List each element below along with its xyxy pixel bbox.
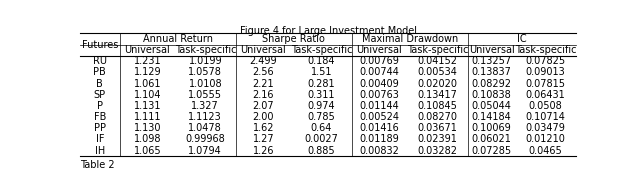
Text: 0.02020: 0.02020: [417, 79, 458, 89]
Text: 0.13417: 0.13417: [417, 90, 458, 100]
Text: 1.26: 1.26: [253, 146, 274, 156]
Text: 1.131: 1.131: [134, 101, 161, 111]
Text: 1.098: 1.098: [134, 134, 161, 144]
Text: 1.0555: 1.0555: [188, 90, 222, 100]
Text: 1.1123: 1.1123: [188, 112, 222, 122]
Text: 0.10838: 0.10838: [472, 90, 511, 100]
Text: Universal: Universal: [356, 45, 403, 55]
Text: 2.56: 2.56: [253, 67, 274, 77]
Text: Task-specific: Task-specific: [515, 45, 577, 55]
Text: 1.51: 1.51: [310, 67, 332, 77]
Text: 0.06021: 0.06021: [472, 134, 511, 144]
Text: 0.00763: 0.00763: [360, 90, 399, 100]
Text: 1.111: 1.111: [134, 112, 161, 122]
Text: Task-specific: Task-specific: [291, 45, 352, 55]
Text: 0.10069: 0.10069: [472, 123, 511, 133]
Text: IF: IF: [95, 134, 104, 144]
Text: Sharpe Ratio: Sharpe Ratio: [262, 34, 325, 44]
Text: 0.00524: 0.00524: [360, 112, 399, 122]
Text: RU: RU: [93, 56, 107, 66]
Text: 1.130: 1.130: [134, 123, 161, 133]
Text: 1.0578: 1.0578: [188, 67, 222, 77]
Text: 0.281: 0.281: [308, 79, 335, 89]
Text: 0.13257: 0.13257: [472, 56, 511, 66]
Text: 1.0794: 1.0794: [188, 146, 222, 156]
Text: 0.07825: 0.07825: [525, 56, 566, 66]
Text: 0.03671: 0.03671: [417, 123, 458, 133]
Text: 0.0465: 0.0465: [529, 146, 563, 156]
Text: 0.08270: 0.08270: [417, 112, 458, 122]
Text: Task-specific: Task-specific: [407, 45, 468, 55]
Text: PB: PB: [93, 67, 106, 77]
Text: 2.00: 2.00: [253, 112, 274, 122]
Text: Universal: Universal: [241, 45, 286, 55]
Text: 0.01210: 0.01210: [525, 134, 566, 144]
Text: Universal: Universal: [124, 45, 170, 55]
Text: Task-specific: Task-specific: [175, 45, 236, 55]
Text: 0.10845: 0.10845: [417, 101, 458, 111]
Text: 0.0508: 0.0508: [529, 101, 563, 111]
Text: 0.01416: 0.01416: [360, 123, 399, 133]
Text: 1.27: 1.27: [253, 134, 274, 144]
Text: SP: SP: [93, 90, 106, 100]
Text: B: B: [97, 79, 103, 89]
Text: 1.0108: 1.0108: [189, 79, 222, 89]
Text: 1.62: 1.62: [253, 123, 274, 133]
Text: 2.21: 2.21: [253, 79, 274, 89]
Text: 1.231: 1.231: [134, 56, 161, 66]
Text: 1.065: 1.065: [134, 146, 161, 156]
Text: 0.64: 0.64: [310, 123, 332, 133]
Text: 0.05044: 0.05044: [472, 101, 511, 111]
Text: 0.885: 0.885: [308, 146, 335, 156]
Text: 1.0199: 1.0199: [189, 56, 222, 66]
Text: Table 2: Table 2: [80, 160, 115, 170]
Text: 0.06431: 0.06431: [526, 90, 566, 100]
Text: 0.00409: 0.00409: [360, 79, 399, 89]
Text: 0.10714: 0.10714: [525, 112, 566, 122]
Text: 1.061: 1.061: [134, 79, 161, 89]
Text: 0.09013: 0.09013: [526, 67, 566, 77]
Text: 0.04152: 0.04152: [417, 56, 458, 66]
Text: 0.07815: 0.07815: [525, 79, 566, 89]
Text: 2.499: 2.499: [250, 56, 277, 66]
Text: 0.07285: 0.07285: [472, 146, 511, 156]
Text: 0.00744: 0.00744: [360, 67, 399, 77]
Text: 0.311: 0.311: [308, 90, 335, 100]
Text: 1.327: 1.327: [191, 101, 219, 111]
Text: 0.13837: 0.13837: [472, 67, 511, 77]
Text: Futures: Futures: [81, 40, 118, 50]
Text: 0.00769: 0.00769: [360, 56, 399, 66]
Text: 0.14184: 0.14184: [472, 112, 511, 122]
Text: Figure 4 for Large Investment Model: Figure 4 for Large Investment Model: [239, 26, 417, 36]
Text: 1.0478: 1.0478: [188, 123, 222, 133]
Text: Maximal Drawdown: Maximal Drawdown: [362, 34, 458, 44]
Text: FB: FB: [93, 112, 106, 122]
Text: 0.08292: 0.08292: [472, 79, 511, 89]
Text: 0.01189: 0.01189: [360, 134, 399, 144]
Text: 0.0027: 0.0027: [305, 134, 339, 144]
Text: 0.785: 0.785: [308, 112, 335, 122]
Text: Universal: Universal: [468, 45, 515, 55]
Text: P: P: [97, 101, 103, 111]
Text: 0.03479: 0.03479: [525, 123, 566, 133]
Text: 0.00832: 0.00832: [360, 146, 399, 156]
Text: 0.99968: 0.99968: [186, 134, 225, 144]
Text: 0.00534: 0.00534: [417, 67, 458, 77]
Text: 1.104: 1.104: [134, 90, 161, 100]
Text: 0.184: 0.184: [308, 56, 335, 66]
Text: IC: IC: [517, 34, 527, 44]
Text: 1.129: 1.129: [134, 67, 161, 77]
Text: 2.07: 2.07: [253, 101, 274, 111]
Text: 0.01144: 0.01144: [360, 101, 399, 111]
Text: 2.16: 2.16: [253, 90, 274, 100]
Text: Annual Return: Annual Return: [143, 34, 212, 44]
Text: 0.03282: 0.03282: [417, 146, 458, 156]
Text: IH: IH: [95, 146, 105, 156]
Text: PP: PP: [94, 123, 106, 133]
Text: 0.974: 0.974: [308, 101, 335, 111]
Text: 0.02391: 0.02391: [417, 134, 458, 144]
